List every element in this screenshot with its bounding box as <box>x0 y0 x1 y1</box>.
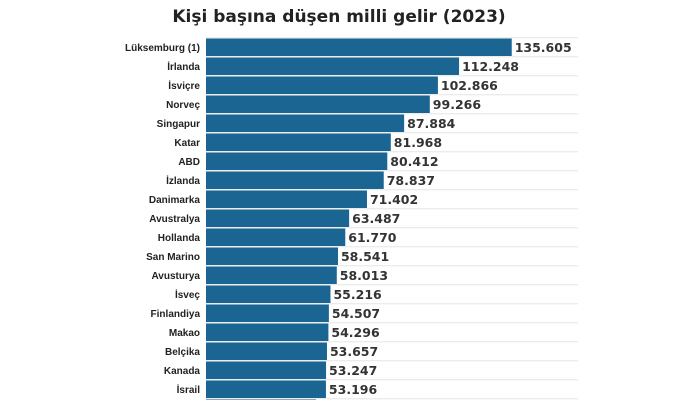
value-label: 53.657 <box>330 344 378 359</box>
value-label: 99.266 <box>433 97 482 112</box>
category-label: San Marino <box>146 252 200 263</box>
value-label: 53.247 <box>329 363 377 378</box>
bar <box>206 171 384 189</box>
chart-title: Kişi başına düşen milli gelir (2023) <box>172 7 506 27</box>
category-label: Norveç <box>166 100 200 111</box>
category-label: Danimarka <box>149 195 201 206</box>
value-label: 102.866 <box>441 78 498 93</box>
value-label: 78.837 <box>387 173 435 188</box>
bar <box>206 323 329 341</box>
category-label: İzlanda <box>166 174 200 187</box>
category-label: Katar <box>174 138 200 149</box>
bar <box>206 228 346 246</box>
category-label: Makao <box>169 328 200 339</box>
bar <box>206 38 512 56</box>
bar <box>206 285 331 303</box>
category-label: Avusturya <box>151 271 200 282</box>
category-label: Singapur <box>157 119 200 130</box>
category-label: Lüksemburg (1) <box>125 43 200 54</box>
category-label: İsveç <box>175 288 200 301</box>
bar <box>206 133 391 151</box>
bar <box>206 57 460 75</box>
category-label: Hollanda <box>158 233 201 244</box>
value-label: 54.296 <box>331 325 380 340</box>
bar <box>206 76 438 94</box>
value-label: 81.968 <box>394 135 442 150</box>
bar <box>206 266 337 284</box>
bar <box>206 304 329 322</box>
bar <box>206 247 338 265</box>
value-label: 63.487 <box>352 211 400 226</box>
bar <box>206 190 367 208</box>
value-label: 58.013 <box>340 268 388 283</box>
category-label: ABD <box>178 157 200 168</box>
value-label: 112.248 <box>462 59 519 74</box>
category-label: İsrail <box>177 383 201 396</box>
value-label: 58.541 <box>341 249 389 264</box>
bar <box>206 342 327 360</box>
bar <box>206 152 388 170</box>
value-label: 80.412 <box>390 154 438 169</box>
value-label: 53.196 <box>329 382 378 397</box>
bar <box>206 209 350 227</box>
bar <box>206 380 326 398</box>
category-label: Avustralya <box>149 214 200 225</box>
value-label: 71.402 <box>370 192 418 207</box>
category-label: İsviçre <box>168 79 200 92</box>
value-label: 55.216 <box>333 287 382 302</box>
bar <box>206 95 430 113</box>
value-label: 87.884 <box>407 116 456 131</box>
value-label: 135.605 <box>515 40 572 55</box>
category-label: İrlanda <box>167 60 200 73</box>
bar <box>206 361 327 379</box>
category-label: Kanada <box>164 366 201 377</box>
bar <box>206 114 405 132</box>
category-label: Finlandiya <box>151 309 201 320</box>
value-label: 61.770 <box>348 230 397 245</box>
category-label: Belçika <box>165 347 200 358</box>
value-label: 54.507 <box>332 306 380 321</box>
